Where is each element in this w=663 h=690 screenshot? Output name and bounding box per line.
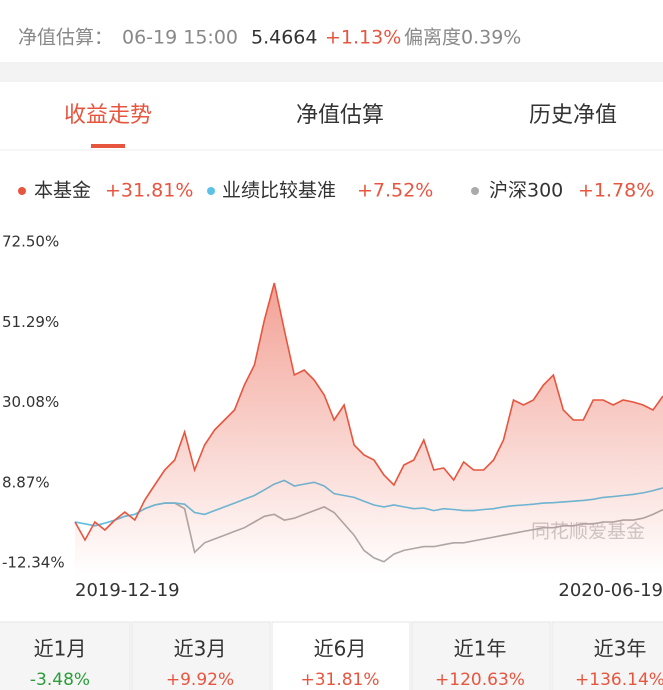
y-tick-label: 51.29%	[2, 313, 59, 331]
x-tick-label: 2020-06-19	[558, 580, 663, 601]
x-tick-label: 2019-12-19	[75, 580, 180, 601]
tab[interactable]: 收益走势	[64, 103, 152, 128]
period-cell[interactable]	[551, 621, 663, 690]
legend-dot	[18, 187, 26, 195]
period-name[interactable]: 近3月	[174, 637, 227, 661]
line	[74, 282, 663, 542]
y-tick-label: 72.50%	[2, 233, 59, 251]
legend-value: +7.52%	[357, 180, 433, 202]
header-change: +1.13%	[325, 27, 401, 49]
period-cell[interactable]	[0, 621, 131, 690]
legend-value: +1.78%	[578, 180, 654, 202]
separator	[0, 62, 663, 82]
header-bar	[0, 0, 663, 60]
period-name[interactable]: 近6月	[314, 637, 367, 661]
header-time: 06-19 15:00	[122, 27, 238, 49]
legend-dot	[207, 187, 215, 195]
tab[interactable]: 净值估算	[296, 103, 384, 128]
header-nav: 5.4664	[251, 27, 317, 49]
period-return[interactable]: +31.81%	[300, 670, 379, 690]
period-return[interactable]: +120.63%	[435, 670, 525, 690]
area	[75, 283, 663, 575]
period-return[interactable]: +136.14%	[575, 670, 663, 690]
period-name[interactable]: 近1月	[34, 637, 87, 661]
header-deviation: 偏离度0.39%	[404, 27, 521, 49]
legend-name: 沪深300	[489, 180, 563, 202]
legend-name: 本基金	[34, 180, 91, 202]
period-cell[interactable]	[271, 621, 411, 690]
header-label: 净值估算：	[18, 27, 113, 49]
legend-dot	[471, 187, 479, 195]
period-tabs: 近1月 -3.48% 近3月 +9.92% 近6月 +31.81% 近1年 +120.63% 近…	[0, 621, 663, 690]
period-cell[interactable]	[411, 621, 551, 690]
legend-value: +31.81%	[105, 180, 193, 202]
legend-name: 业绩比较基准	[222, 180, 336, 202]
y-tick-label: -12.34%	[2, 554, 65, 572]
y-tick-label: 30.08%	[2, 393, 59, 411]
period-name[interactable]: 近3年	[594, 637, 647, 661]
period-name[interactable]: 近1年	[454, 637, 507, 661]
y-tick-label: 8.87%	[2, 473, 50, 491]
tab[interactable]: 历史净值	[529, 103, 617, 128]
tab-indicator	[91, 144, 125, 148]
period-cell[interactable]	[131, 621, 271, 690]
period-return[interactable]: +9.92%	[166, 670, 234, 690]
chart: 本基金 +31.81% 业绩比较基准 +7.52% 沪深300 +1.78% 72.50% 5…	[2, 180, 663, 601]
period-return[interactable]: -3.48%	[30, 670, 90, 690]
